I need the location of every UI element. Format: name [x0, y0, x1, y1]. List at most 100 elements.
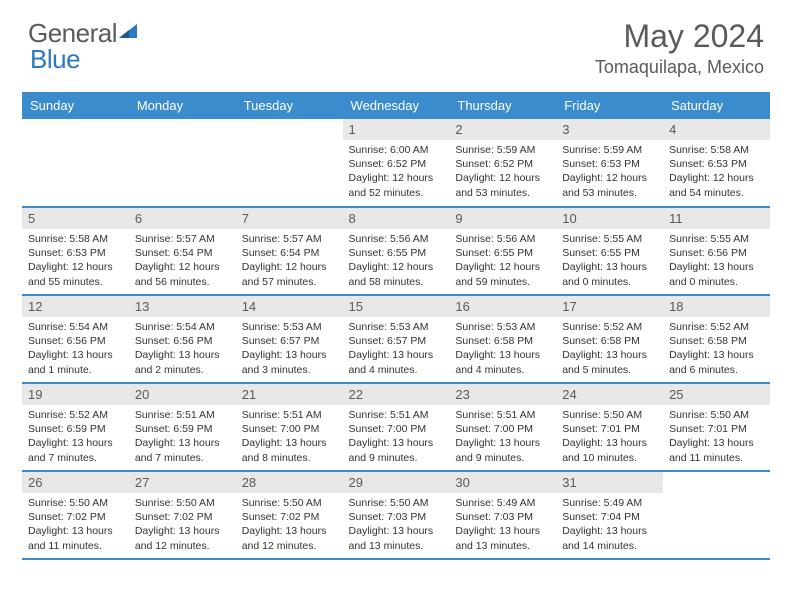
- day-details: Sunrise: 5:50 AMSunset: 7:01 PMDaylight:…: [663, 405, 770, 469]
- day-number: 17: [556, 296, 663, 317]
- day-header: Wednesday: [343, 92, 450, 119]
- day-number: 25: [663, 384, 770, 405]
- calendar-cell: [663, 471, 770, 559]
- day-header: Saturday: [663, 92, 770, 119]
- day-number: 9: [449, 208, 556, 229]
- day-details: Sunrise: 5:58 AMSunset: 6:53 PMDaylight:…: [22, 229, 129, 293]
- day-details: Sunrise: 5:53 AMSunset: 6:57 PMDaylight:…: [236, 317, 343, 381]
- calendar-cell: 23Sunrise: 5:51 AMSunset: 7:00 PMDayligh…: [449, 383, 556, 471]
- logo-triangle-icon: [117, 20, 139, 47]
- day-details: Sunrise: 5:56 AMSunset: 6:55 PMDaylight:…: [343, 229, 450, 293]
- calendar-week-row: 12Sunrise: 5:54 AMSunset: 6:56 PMDayligh…: [22, 295, 770, 383]
- day-number: 20: [129, 384, 236, 405]
- calendar-cell: 13Sunrise: 5:54 AMSunset: 6:56 PMDayligh…: [129, 295, 236, 383]
- calendar-cell: [236, 119, 343, 207]
- calendar-cell: 17Sunrise: 5:52 AMSunset: 6:58 PMDayligh…: [556, 295, 663, 383]
- calendar-cell: 21Sunrise: 5:51 AMSunset: 7:00 PMDayligh…: [236, 383, 343, 471]
- day-details: Sunrise: 5:57 AMSunset: 6:54 PMDaylight:…: [129, 229, 236, 293]
- calendar-cell: [129, 119, 236, 207]
- header: General May 2024 Tomaquilapa, Mexico: [0, 0, 792, 86]
- day-details: Sunrise: 6:00 AMSunset: 6:52 PMDaylight:…: [343, 140, 450, 204]
- day-header-row: SundayMondayTuesdayWednesdayThursdayFrid…: [22, 92, 770, 119]
- calendar-cell: 2Sunrise: 5:59 AMSunset: 6:52 PMDaylight…: [449, 119, 556, 207]
- day-details: Sunrise: 5:51 AMSunset: 7:00 PMDaylight:…: [449, 405, 556, 469]
- day-details: Sunrise: 5:59 AMSunset: 6:53 PMDaylight:…: [556, 140, 663, 204]
- day-number: 3: [556, 119, 663, 140]
- day-number: 18: [663, 296, 770, 317]
- calendar-cell: 30Sunrise: 5:49 AMSunset: 7:03 PMDayligh…: [449, 471, 556, 559]
- calendar-cell: 4Sunrise: 5:58 AMSunset: 6:53 PMDaylight…: [663, 119, 770, 207]
- calendar-table: SundayMondayTuesdayWednesdayThursdayFrid…: [22, 92, 770, 560]
- day-details: Sunrise: 5:51 AMSunset: 7:00 PMDaylight:…: [343, 405, 450, 469]
- day-number: 22: [343, 384, 450, 405]
- calendar-cell: 27Sunrise: 5:50 AMSunset: 7:02 PMDayligh…: [129, 471, 236, 559]
- calendar-cell: 31Sunrise: 5:49 AMSunset: 7:04 PMDayligh…: [556, 471, 663, 559]
- day-number: 16: [449, 296, 556, 317]
- calendar-cell: 3Sunrise: 5:59 AMSunset: 6:53 PMDaylight…: [556, 119, 663, 207]
- day-details: Sunrise: 5:51 AMSunset: 7:00 PMDaylight:…: [236, 405, 343, 469]
- calendar-cell: 26Sunrise: 5:50 AMSunset: 7:02 PMDayligh…: [22, 471, 129, 559]
- calendar-week-row: 26Sunrise: 5:50 AMSunset: 7:02 PMDayligh…: [22, 471, 770, 559]
- day-details: Sunrise: 5:49 AMSunset: 7:03 PMDaylight:…: [449, 493, 556, 557]
- day-number: 5: [22, 208, 129, 229]
- day-number: 26: [22, 472, 129, 493]
- calendar-week-row: 5Sunrise: 5:58 AMSunset: 6:53 PMDaylight…: [22, 207, 770, 295]
- day-details: Sunrise: 5:49 AMSunset: 7:04 PMDaylight:…: [556, 493, 663, 557]
- calendar-cell: 1Sunrise: 6:00 AMSunset: 6:52 PMDaylight…: [343, 119, 450, 207]
- calendar-cell: 7Sunrise: 5:57 AMSunset: 6:54 PMDaylight…: [236, 207, 343, 295]
- day-details: Sunrise: 5:54 AMSunset: 6:56 PMDaylight:…: [22, 317, 129, 381]
- calendar-cell: 15Sunrise: 5:53 AMSunset: 6:57 PMDayligh…: [343, 295, 450, 383]
- day-number: 24: [556, 384, 663, 405]
- day-details: Sunrise: 5:53 AMSunset: 6:58 PMDaylight:…: [449, 317, 556, 381]
- day-details: Sunrise: 5:50 AMSunset: 7:02 PMDaylight:…: [129, 493, 236, 557]
- day-details: Sunrise: 5:59 AMSunset: 6:52 PMDaylight:…: [449, 140, 556, 204]
- day-number: 31: [556, 472, 663, 493]
- day-number: 13: [129, 296, 236, 317]
- day-details: Sunrise: 5:50 AMSunset: 7:02 PMDaylight:…: [22, 493, 129, 557]
- day-details: Sunrise: 5:58 AMSunset: 6:53 PMDaylight:…: [663, 140, 770, 204]
- day-number: 8: [343, 208, 450, 229]
- location-label: Tomaquilapa, Mexico: [595, 57, 764, 78]
- calendar-cell: [22, 119, 129, 207]
- calendar-cell: 8Sunrise: 5:56 AMSunset: 6:55 PMDaylight…: [343, 207, 450, 295]
- calendar-week-row: 19Sunrise: 5:52 AMSunset: 6:59 PMDayligh…: [22, 383, 770, 471]
- calendar-cell: 28Sunrise: 5:50 AMSunset: 7:02 PMDayligh…: [236, 471, 343, 559]
- calendar-cell: 20Sunrise: 5:51 AMSunset: 6:59 PMDayligh…: [129, 383, 236, 471]
- calendar-cell: 18Sunrise: 5:52 AMSunset: 6:58 PMDayligh…: [663, 295, 770, 383]
- day-details: Sunrise: 5:50 AMSunset: 7:01 PMDaylight:…: [556, 405, 663, 469]
- calendar-cell: 22Sunrise: 5:51 AMSunset: 7:00 PMDayligh…: [343, 383, 450, 471]
- day-number: 28: [236, 472, 343, 493]
- day-number: 4: [663, 119, 770, 140]
- day-details: Sunrise: 5:56 AMSunset: 6:55 PMDaylight:…: [449, 229, 556, 293]
- day-number: 23: [449, 384, 556, 405]
- day-header: Thursday: [449, 92, 556, 119]
- day-number: 1: [343, 119, 450, 140]
- day-details: Sunrise: 5:55 AMSunset: 6:56 PMDaylight:…: [663, 229, 770, 293]
- day-number: 19: [22, 384, 129, 405]
- day-header: Friday: [556, 92, 663, 119]
- calendar-cell: 9Sunrise: 5:56 AMSunset: 6:55 PMDaylight…: [449, 207, 556, 295]
- page-title: May 2024: [595, 18, 764, 55]
- calendar-cell: 14Sunrise: 5:53 AMSunset: 6:57 PMDayligh…: [236, 295, 343, 383]
- day-number: 6: [129, 208, 236, 229]
- calendar-cell: 6Sunrise: 5:57 AMSunset: 6:54 PMDaylight…: [129, 207, 236, 295]
- day-details: Sunrise: 5:51 AMSunset: 6:59 PMDaylight:…: [129, 405, 236, 469]
- calendar-week-row: 1Sunrise: 6:00 AMSunset: 6:52 PMDaylight…: [22, 119, 770, 207]
- calendar-cell: 12Sunrise: 5:54 AMSunset: 6:56 PMDayligh…: [22, 295, 129, 383]
- day-details: Sunrise: 5:50 AMSunset: 7:02 PMDaylight:…: [236, 493, 343, 557]
- day-number: 2: [449, 119, 556, 140]
- day-details: Sunrise: 5:57 AMSunset: 6:54 PMDaylight:…: [236, 229, 343, 293]
- day-number: 12: [22, 296, 129, 317]
- day-details: Sunrise: 5:54 AMSunset: 6:56 PMDaylight:…: [129, 317, 236, 381]
- day-details: Sunrise: 5:53 AMSunset: 6:57 PMDaylight:…: [343, 317, 450, 381]
- day-details: Sunrise: 5:55 AMSunset: 6:55 PMDaylight:…: [556, 229, 663, 293]
- day-number: 10: [556, 208, 663, 229]
- day-number: 29: [343, 472, 450, 493]
- day-number: 30: [449, 472, 556, 493]
- day-header: Monday: [129, 92, 236, 119]
- day-number: 7: [236, 208, 343, 229]
- calendar-cell: 5Sunrise: 5:58 AMSunset: 6:53 PMDaylight…: [22, 207, 129, 295]
- day-details: Sunrise: 5:52 AMSunset: 6:58 PMDaylight:…: [663, 317, 770, 381]
- logo-text-blue: Blue: [30, 44, 80, 75]
- day-header: Tuesday: [236, 92, 343, 119]
